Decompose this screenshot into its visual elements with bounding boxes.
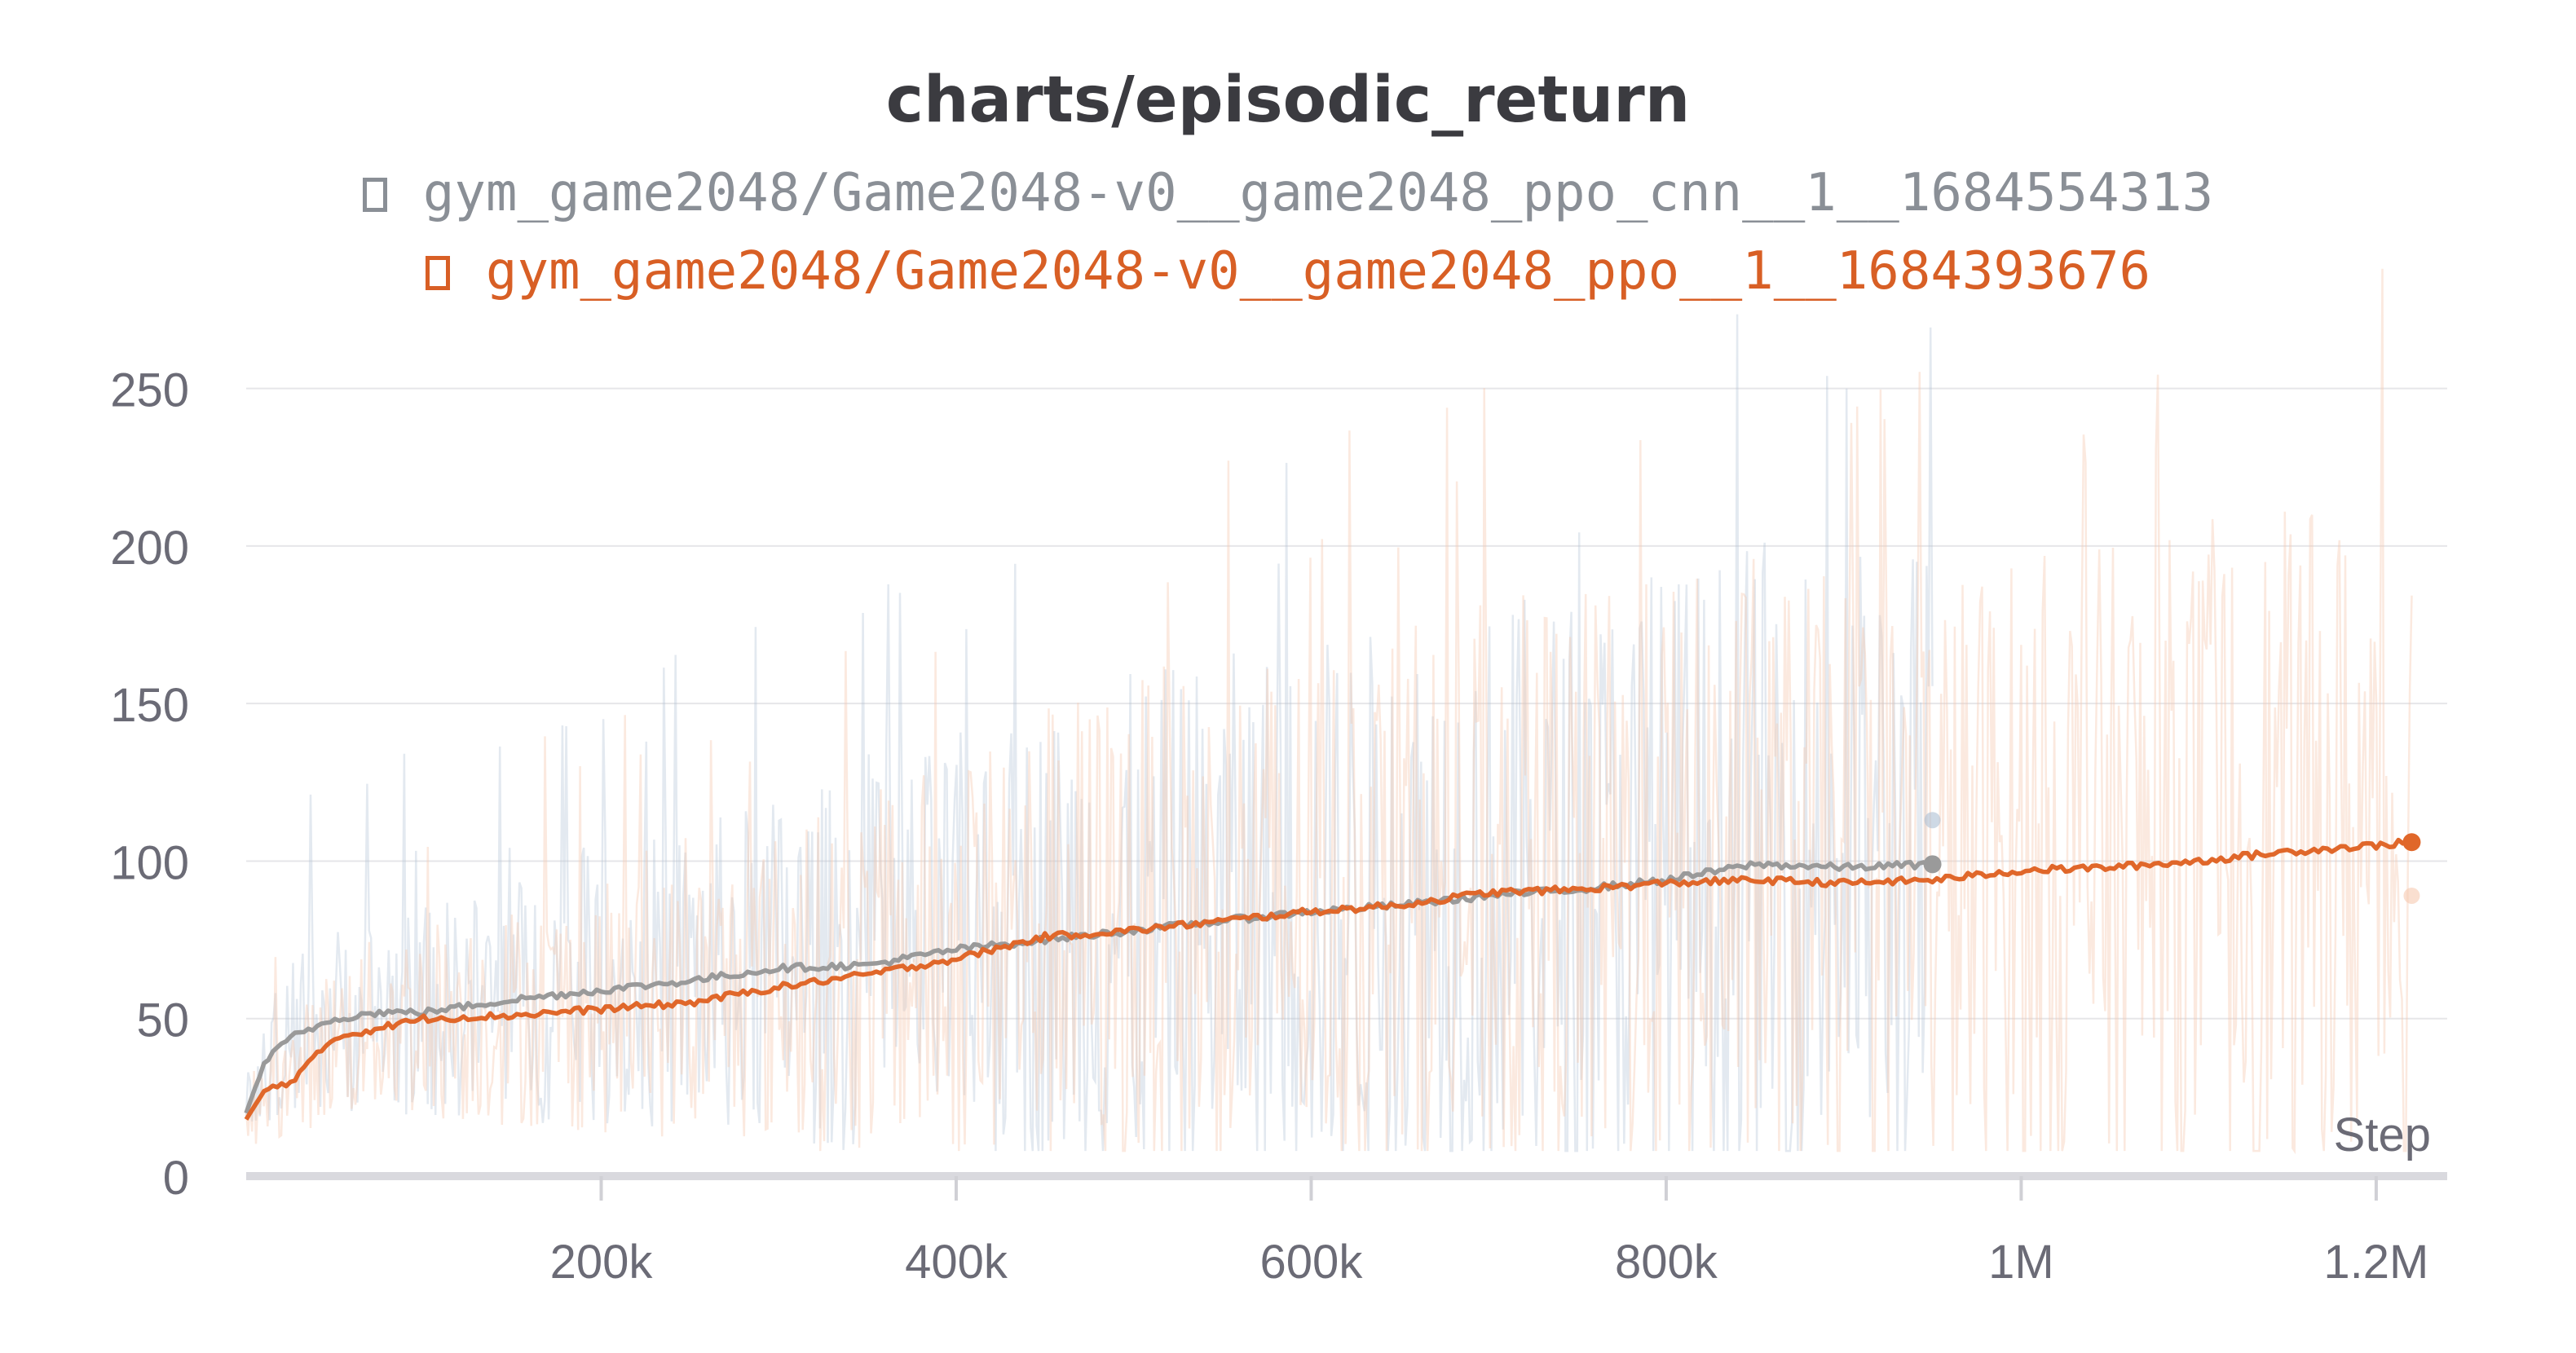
series-lines	[244, 812, 2421, 1121]
x-tick-label: 1.2M	[2323, 1236, 2428, 1289]
chart-title: charts/episodic_return	[885, 64, 1691, 137]
legend-entry-ppo-cnn[interactable]: gym_game2048/Game2048-v0__game2048_ppo_c…	[0, 163, 2576, 223]
tick-labels: 0 50 100 150 200 250 200k 400k 600k 800k 1M 1.2M Ste…	[110, 364, 2431, 1289]
series-endpoint-1	[2402, 833, 2421, 852]
legend-swatch-ppo-cnn	[362, 178, 387, 212]
x-tick-label: 200k	[550, 1236, 654, 1289]
legend-entry-ppo[interactable]: gym_game2048/Game2048-v0__game2048_ppo__…	[0, 241, 2576, 302]
raw-trace-1	[245, 268, 2413, 1155]
x-tick-label: 400k	[905, 1236, 1008, 1289]
x-tick-label: 600k	[1260, 1236, 1364, 1289]
series-line-1	[244, 837, 2413, 1121]
y-tick-label: 0	[163, 1152, 189, 1205]
y-tick-label: 150	[110, 679, 189, 732]
legend-label-ppo: gym_game2048/Game2048-v0__game2048_ppo__…	[485, 241, 2151, 302]
gridlines	[246, 387, 2447, 1020]
x-axis-label: Step	[2334, 1108, 2431, 1161]
legend-label-ppo-cnn: gym_game2048/Game2048-v0__game2048_ppo_c…	[422, 163, 2214, 223]
y-tick-label: 50	[136, 994, 189, 1047]
y-tick-label: 200	[110, 522, 189, 575]
axes	[246, 1172, 2447, 1201]
series-endpoint-0	[1923, 855, 1942, 874]
x-tick-label: 800k	[1615, 1236, 1718, 1289]
raw-endpoint-1	[2403, 887, 2420, 904]
y-tick-label: 250	[110, 364, 189, 417]
y-tick-label: 100	[110, 836, 189, 889]
legend-swatch-ppo	[425, 256, 450, 290]
raw-endpoint-0	[1924, 812, 1941, 829]
x-tick-label: 1M	[1988, 1236, 2054, 1289]
